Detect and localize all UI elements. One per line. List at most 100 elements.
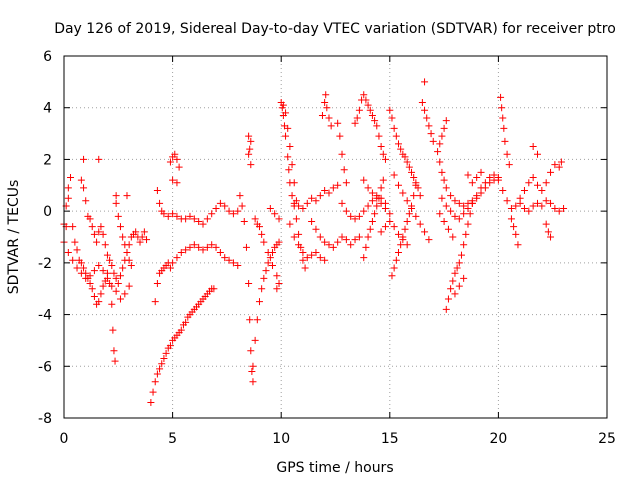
data-point <box>312 197 320 205</box>
data-point <box>525 179 533 187</box>
data-point <box>390 264 398 272</box>
data-point <box>473 192 481 200</box>
data-point <box>116 223 124 231</box>
data-point <box>247 137 255 145</box>
data-point <box>240 217 248 225</box>
data-point <box>460 202 468 210</box>
data-point <box>86 272 94 280</box>
data-point <box>88 223 96 231</box>
data-point <box>371 117 379 125</box>
data-point <box>140 228 148 236</box>
data-point <box>355 106 363 114</box>
data-point <box>321 256 329 264</box>
data-point <box>260 274 268 282</box>
data-point <box>116 295 124 303</box>
data-point <box>80 264 88 272</box>
data-point <box>242 243 250 251</box>
data-point <box>440 124 448 132</box>
data-point <box>308 217 316 225</box>
data-point <box>347 241 355 249</box>
data-point <box>494 176 502 184</box>
data-point <box>149 388 157 396</box>
data-point <box>86 280 94 288</box>
data-point <box>212 243 220 251</box>
data-point <box>334 119 342 127</box>
data-point <box>460 274 468 282</box>
data-point <box>234 207 242 215</box>
data-point <box>529 174 537 182</box>
data-point <box>247 347 255 355</box>
data-point <box>90 292 98 300</box>
data-point <box>173 179 181 187</box>
data-point <box>412 212 420 220</box>
data-point <box>449 233 457 241</box>
data-point <box>329 184 337 192</box>
data-point <box>285 166 293 174</box>
data-point <box>175 163 183 171</box>
data-point <box>379 150 387 158</box>
data-point <box>88 285 96 293</box>
data-point <box>499 114 507 122</box>
data-point <box>410 192 418 200</box>
data-point <box>499 186 507 194</box>
data-point <box>379 176 387 184</box>
data-point <box>290 199 298 207</box>
data-point <box>364 233 372 241</box>
data-point <box>160 210 168 218</box>
data-point <box>69 256 77 264</box>
data-point <box>246 316 254 324</box>
data-point <box>299 249 307 257</box>
data-point <box>73 246 81 254</box>
data-point <box>533 150 541 158</box>
data-point <box>67 174 75 182</box>
data-point <box>292 215 300 223</box>
data-point <box>182 215 190 223</box>
data-point <box>390 124 398 132</box>
data-point <box>512 202 520 210</box>
data-point <box>501 137 509 145</box>
data-point <box>477 184 485 192</box>
data-point <box>156 199 164 207</box>
data-point <box>334 181 342 189</box>
data-point <box>560 205 568 213</box>
data-point <box>147 398 155 406</box>
data-point <box>377 199 385 207</box>
data-point <box>538 202 546 210</box>
data-point <box>462 230 470 238</box>
data-point <box>90 230 98 238</box>
data-point <box>399 189 407 197</box>
data-point <box>327 122 335 130</box>
data-point <box>421 106 429 114</box>
data-point <box>529 202 537 210</box>
data-point <box>507 205 515 213</box>
data-point <box>547 199 555 207</box>
data-point <box>151 378 159 386</box>
data-point <box>451 212 459 220</box>
data-point <box>156 365 164 373</box>
data-point <box>381 205 389 213</box>
data-point <box>405 163 413 171</box>
data-point <box>360 207 368 215</box>
data-point <box>169 210 177 218</box>
data-point <box>166 342 174 350</box>
data-point <box>503 197 511 205</box>
data-point <box>103 251 111 259</box>
data-point <box>208 241 216 249</box>
x-tick-label: 25 <box>598 431 616 447</box>
data-point <box>190 241 198 249</box>
data-point <box>425 236 433 244</box>
data-point <box>136 238 144 246</box>
data-point <box>533 181 541 189</box>
data-point <box>442 117 450 125</box>
data-point <box>282 132 290 140</box>
data-point <box>203 243 211 251</box>
data-point <box>364 184 372 192</box>
data-point <box>199 220 207 228</box>
y-tick-label: 4 <box>43 101 52 117</box>
data-point <box>542 197 550 205</box>
data-point <box>497 93 505 101</box>
data-point <box>266 205 274 213</box>
data-point <box>321 238 329 246</box>
chart-title: Day 126 of 2019, Sidereal Day-to-day VTE… <box>54 21 616 37</box>
data-point <box>401 153 409 161</box>
